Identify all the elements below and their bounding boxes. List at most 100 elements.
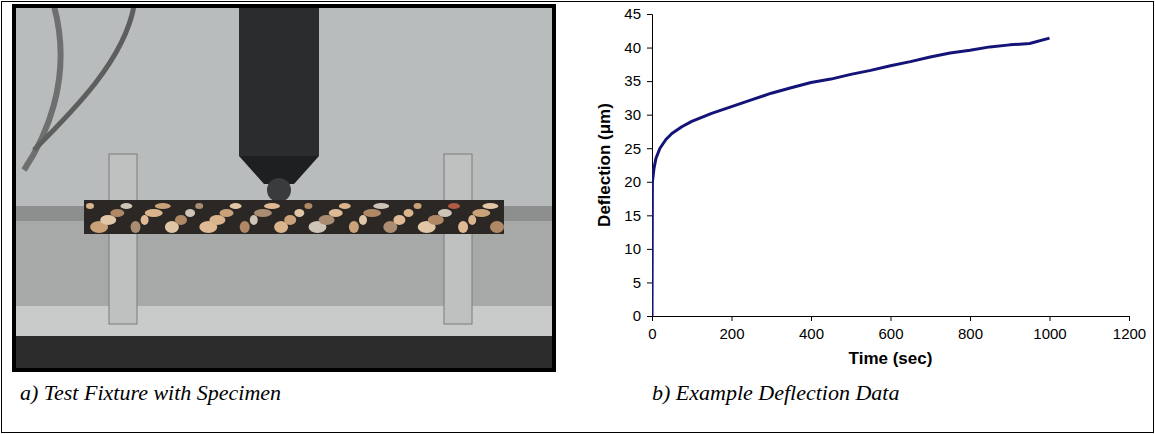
x-tick-label: 0 [648, 325, 656, 342]
y-tick-label: 35 [624, 72, 641, 89]
y-axis-title: Deflection (μm) [595, 103, 614, 227]
support-right [444, 154, 472, 324]
x-tick-mark [970, 316, 971, 321]
aggregate [110, 209, 124, 217]
aggregate [393, 215, 405, 225]
aggregate [220, 209, 234, 217]
x-tick-mark [732, 316, 733, 321]
x-tick-mark [891, 316, 892, 321]
aggregate [468, 215, 476, 225]
aggregate [120, 203, 132, 209]
aggregate [86, 203, 94, 209]
x-tick-label: 1200 [1113, 325, 1146, 342]
aggregate [264, 203, 280, 209]
x-tick-mark [1050, 316, 1051, 321]
x-tick-label: 1000 [1033, 325, 1066, 342]
y-tick: 40 [624, 39, 652, 56]
y-tick-label: 45 [624, 5, 641, 22]
x-tick-label: 200 [719, 325, 744, 342]
photo-base-front [14, 306, 554, 370]
aggregate [414, 203, 422, 209]
aggregate [359, 215, 367, 225]
y-tick-mark [647, 115, 652, 116]
aggregate [195, 203, 203, 209]
y-tick: 45 [624, 5, 652, 22]
figure: a) Test Fixture with Specimenb) Example … [0, 0, 1155, 434]
y-tick-label: 40 [624, 39, 641, 56]
aggregate [349, 221, 359, 233]
y-tick: 20 [624, 173, 652, 190]
x-tick: 1200 [1113, 316, 1146, 342]
aggregate [304, 203, 312, 209]
y-axis-line [647, 15, 653, 317]
y-tick: 35 [624, 72, 652, 89]
x-tick-label: 400 [799, 325, 824, 342]
y-tick: 25 [624, 140, 652, 157]
y-tick: 15 [624, 207, 652, 224]
y-tick-mark [647, 215, 652, 216]
x-tick: 800 [958, 316, 983, 342]
y-tick-mark [647, 48, 652, 49]
photo-backwall [14, 6, 554, 206]
aggregate [145, 209, 163, 217]
x-tick-mark [1129, 316, 1130, 321]
y-tick-label: 20 [624, 173, 641, 190]
y-axis: 0 5 10 15 20 25 30 35 40 45 [624, 5, 652, 324]
cable [24, 6, 61, 170]
aggregate [209, 215, 225, 225]
y-tick-mark [647, 81, 652, 82]
x-axis-title: Time (sec) [849, 349, 933, 368]
x-tick: 200 [719, 316, 744, 342]
y-tick-mark [647, 148, 652, 149]
caption: a) Test Fixture with Specimen [20, 380, 281, 405]
y-tick-mark [647, 182, 652, 183]
aggregate [254, 209, 272, 217]
y-tick-mark [647, 14, 652, 15]
aggregate [404, 209, 414, 217]
aggregate [482, 203, 498, 209]
y-tick-label: 30 [624, 106, 641, 123]
y-tick-mark [647, 316, 652, 317]
x-tick-label: 600 [878, 325, 903, 342]
y-tick-label: 0 [633, 307, 641, 324]
aggregate [428, 215, 444, 225]
loading-rod [239, 6, 319, 156]
x-tick-mark [811, 316, 812, 321]
support-left [109, 154, 137, 324]
aggregate [131, 221, 141, 233]
loading-ball [267, 178, 291, 202]
y-tick-label: 10 [624, 240, 641, 257]
specimen [84, 200, 504, 234]
photo-background [14, 6, 554, 370]
y-tick: 0 [633, 307, 652, 324]
aggregate [438, 209, 452, 217]
aggregate [458, 221, 468, 233]
x-axis: 0 200 400 600 800 1000 1200 [648, 316, 1146, 342]
figure-frame [2, 2, 1154, 433]
data-line [652, 38, 1050, 316]
x-tick-label: 800 [958, 325, 983, 342]
aggregate [175, 215, 187, 225]
fixture-illustration [14, 6, 554, 370]
aggregate [319, 215, 335, 225]
y-tick-label: 15 [624, 207, 641, 224]
photo-base-edge [14, 336, 554, 370]
y-tick: 10 [624, 240, 652, 257]
aggregate [250, 215, 258, 225]
aggregate [141, 215, 149, 225]
specimen-aggregate [86, 203, 504, 233]
cable [34, 6, 134, 150]
aggregate [230, 203, 242, 209]
x-tick: 0 [648, 316, 656, 342]
aggregate [329, 209, 343, 217]
x-tick: 400 [799, 316, 824, 342]
aggregate [373, 203, 389, 209]
x-axis-line [653, 317, 1130, 322]
aggregate [472, 209, 490, 217]
y-tick: 5 [633, 274, 652, 291]
aggregate [339, 203, 351, 209]
plot-area [652, 38, 1050, 316]
y-tick-mark [647, 249, 652, 250]
aggregate [100, 215, 116, 225]
x-tick: 1000 [1033, 316, 1066, 342]
